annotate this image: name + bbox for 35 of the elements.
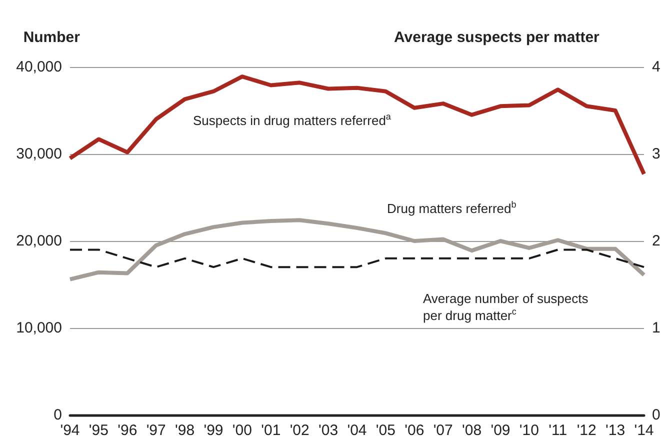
y2-axis-title: Average suspects per matter <box>394 29 600 46</box>
x-tick-label: '04 <box>347 422 367 439</box>
y-tick-label: 20,000 <box>16 232 62 250</box>
line-series <box>68 218 646 282</box>
x-tick-label: '05 <box>376 422 396 439</box>
x-tick-label: '94 <box>60 422 80 439</box>
x-tick-label: '96 <box>118 422 138 439</box>
x-tick-label: '14 <box>634 422 654 439</box>
y-tick-label: 30,000 <box>16 146 62 162</box>
x-tick-label: '02 <box>290 422 310 439</box>
x-tick-label: '97 <box>146 422 166 439</box>
y2-tick-label: 1 <box>652 320 660 336</box>
x-tick-label: '08 <box>462 422 482 439</box>
y-axis-title: Number <box>23 29 80 46</box>
x-tick-label: '12 <box>576 422 596 439</box>
x-tick-label: '03 <box>318 422 338 439</box>
x-tick-label: '01 <box>261 422 281 439</box>
x-tick-label: '09 <box>490 422 510 439</box>
y2-tick-label: 4 <box>652 58 660 76</box>
y2-tick-label: 0 <box>652 406 660 424</box>
line-series <box>68 74 646 176</box>
x-tick-label: '10 <box>519 422 539 439</box>
y2-tick-label: 3 <box>652 146 660 162</box>
x-tick-label: '06 <box>404 422 424 439</box>
y-tick-label: 10,000 <box>16 320 62 336</box>
x-tick-label: '95 <box>88 422 108 439</box>
y-tick-label: 0 <box>54 406 62 424</box>
x-tick-label: '98 <box>175 422 195 439</box>
x-tick-label: '07 <box>433 422 453 439</box>
x-tick-label: '00 <box>232 422 252 439</box>
x-tick-label: '13 <box>606 422 626 439</box>
y2-tick-label: 2 <box>652 232 660 250</box>
x-tick-label: '99 <box>204 422 224 439</box>
y-tick-label: 40,000 <box>16 58 62 76</box>
x-tick-label: '11 <box>548 422 568 439</box>
